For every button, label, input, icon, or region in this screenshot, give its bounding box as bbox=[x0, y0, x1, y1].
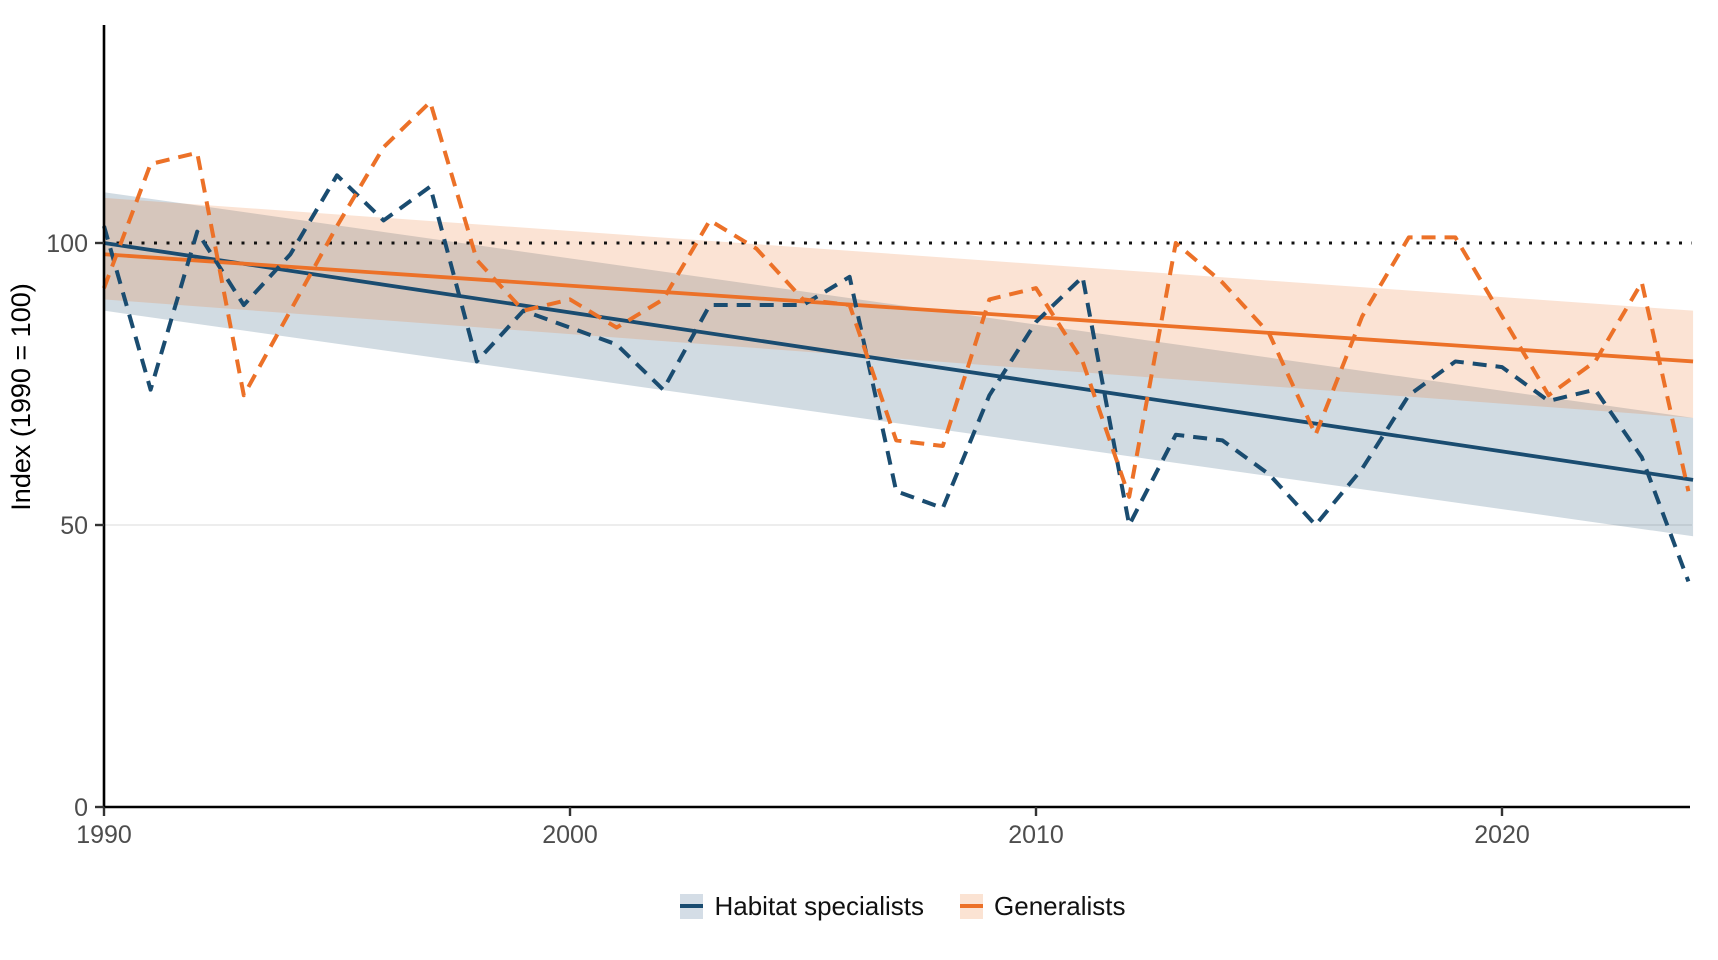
x-tick-label-1990: 1990 bbox=[76, 821, 132, 849]
x-tick-label-2020: 2020 bbox=[1474, 821, 1530, 849]
legend-key-line-icon bbox=[680, 904, 704, 908]
legend-key-habitat-specialists bbox=[680, 893, 704, 919]
y-tick-label-0: 0 bbox=[74, 794, 88, 822]
series-line-habitat-specialists bbox=[102, 173, 1691, 583]
legend-label-generalists: Generalists bbox=[994, 891, 1126, 921]
legend-key-line-icon bbox=[960, 904, 984, 908]
legend-item-generalists: Generalists bbox=[960, 893, 1126, 919]
legend-key-generalists bbox=[960, 893, 984, 919]
legend: Habitat specialists Generalists bbox=[44, 893, 1718, 919]
legend-item-habitat-specialists: Habitat specialists bbox=[680, 893, 924, 919]
series-line-generalists bbox=[102, 100, 1691, 499]
trend-line-habitat-specialists bbox=[103, 241, 1694, 482]
x-tick-label-2000: 2000 bbox=[542, 821, 598, 849]
confidence-band-habitat-specialists bbox=[104, 192, 1694, 537]
trend-line-generalists bbox=[103, 252, 1694, 364]
plot-layers: 1990 2000 2010 2020 0 50 100 bbox=[46, 25, 1694, 849]
x-tick-label-2010: 2010 bbox=[1008, 821, 1064, 849]
y-axis-title: Index (1990 = 100) bbox=[6, 283, 36, 510]
y-tick-label-50: 50 bbox=[60, 512, 88, 540]
y-tick-label-100: 100 bbox=[46, 230, 88, 258]
legend-label-habitat-specialists: Habitat specialists bbox=[714, 891, 925, 921]
